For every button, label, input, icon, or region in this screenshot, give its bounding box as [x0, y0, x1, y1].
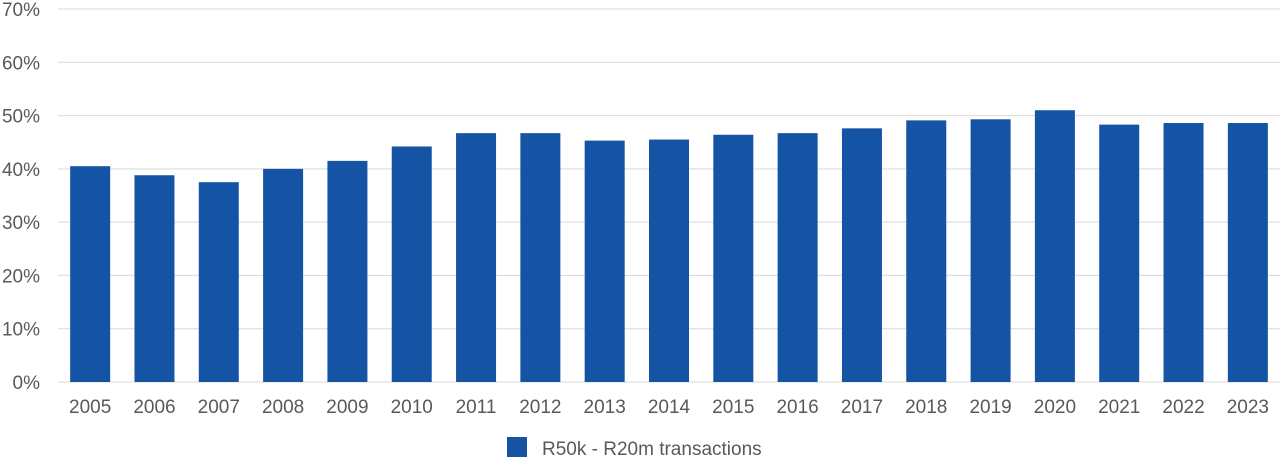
- x-tick-label: 2016: [776, 397, 818, 418]
- bars: [70, 110, 1268, 383]
- x-tick-label: 2012: [519, 397, 561, 418]
- x-tick-label: 2017: [841, 397, 883, 418]
- x-tick-label: 2006: [133, 397, 175, 418]
- x-tick-label: 2015: [712, 397, 754, 418]
- bar-2017: [841, 128, 882, 382]
- bar-2020: [1034, 110, 1075, 382]
- bar-2009: [327, 160, 368, 382]
- x-tick-label: 2007: [198, 397, 240, 418]
- y-tick-label: 70%: [2, 0, 40, 21]
- y-axis: 0% 10% 20% 30% 40% 50% 60% 70%: [2, 0, 40, 394]
- bar-2008: [263, 168, 304, 382]
- x-tick-label: 2009: [326, 397, 368, 418]
- legend: R50k - R20m transactions: [507, 437, 762, 460]
- bar-2019: [970, 119, 1011, 383]
- bar-2013: [584, 140, 625, 382]
- x-tick-label: 2020: [1034, 397, 1076, 418]
- y-tick-label: 0%: [13, 373, 41, 394]
- bar-2010: [391, 146, 432, 382]
- bar-2022: [1163, 123, 1204, 382]
- y-tick-label: 10%: [2, 320, 40, 341]
- x-tick-label: 2008: [262, 397, 304, 418]
- x-tick-label: 2022: [1162, 397, 1204, 418]
- x-tick-label: 2023: [1227, 397, 1269, 418]
- x-tick-label: 2011: [456, 397, 497, 418]
- legend-swatch: [507, 437, 527, 457]
- legend-label: R50k - R20m transactions: [542, 439, 762, 460]
- bar-2005: [70, 166, 111, 382]
- x-tick-label: 2010: [391, 397, 433, 418]
- x-tick-label: 2013: [584, 397, 626, 418]
- bar-2007: [198, 182, 239, 382]
- bar-2012: [520, 133, 561, 382]
- x-axis: 2005 2006 2007 2008 2009 2010 2011 2012 2013 2014…: [69, 397, 1269, 418]
- bar-2014: [649, 139, 689, 382]
- x-tick-label: 2021: [1098, 397, 1140, 418]
- bar-2018: [906, 120, 947, 383]
- bar-2021: [1099, 124, 1140, 382]
- bar-2023: [1227, 123, 1268, 382]
- bar-2011: [456, 133, 497, 382]
- bar-2006: [134, 175, 175, 382]
- bar-2016: [777, 133, 818, 382]
- y-tick-label: 60%: [2, 53, 40, 74]
- x-tick-label: 2014: [648, 397, 691, 418]
- x-tick-label: 2019: [969, 397, 1011, 418]
- y-tick-label: 50%: [2, 107, 40, 128]
- x-tick-label: 2018: [905, 397, 947, 418]
- bar-2015: [713, 134, 754, 382]
- y-tick-label: 30%: [2, 213, 40, 234]
- y-tick-label: 40%: [2, 160, 40, 181]
- x-tick-label: 2005: [69, 397, 111, 418]
- y-tick-label: 20%: [2, 266, 40, 287]
